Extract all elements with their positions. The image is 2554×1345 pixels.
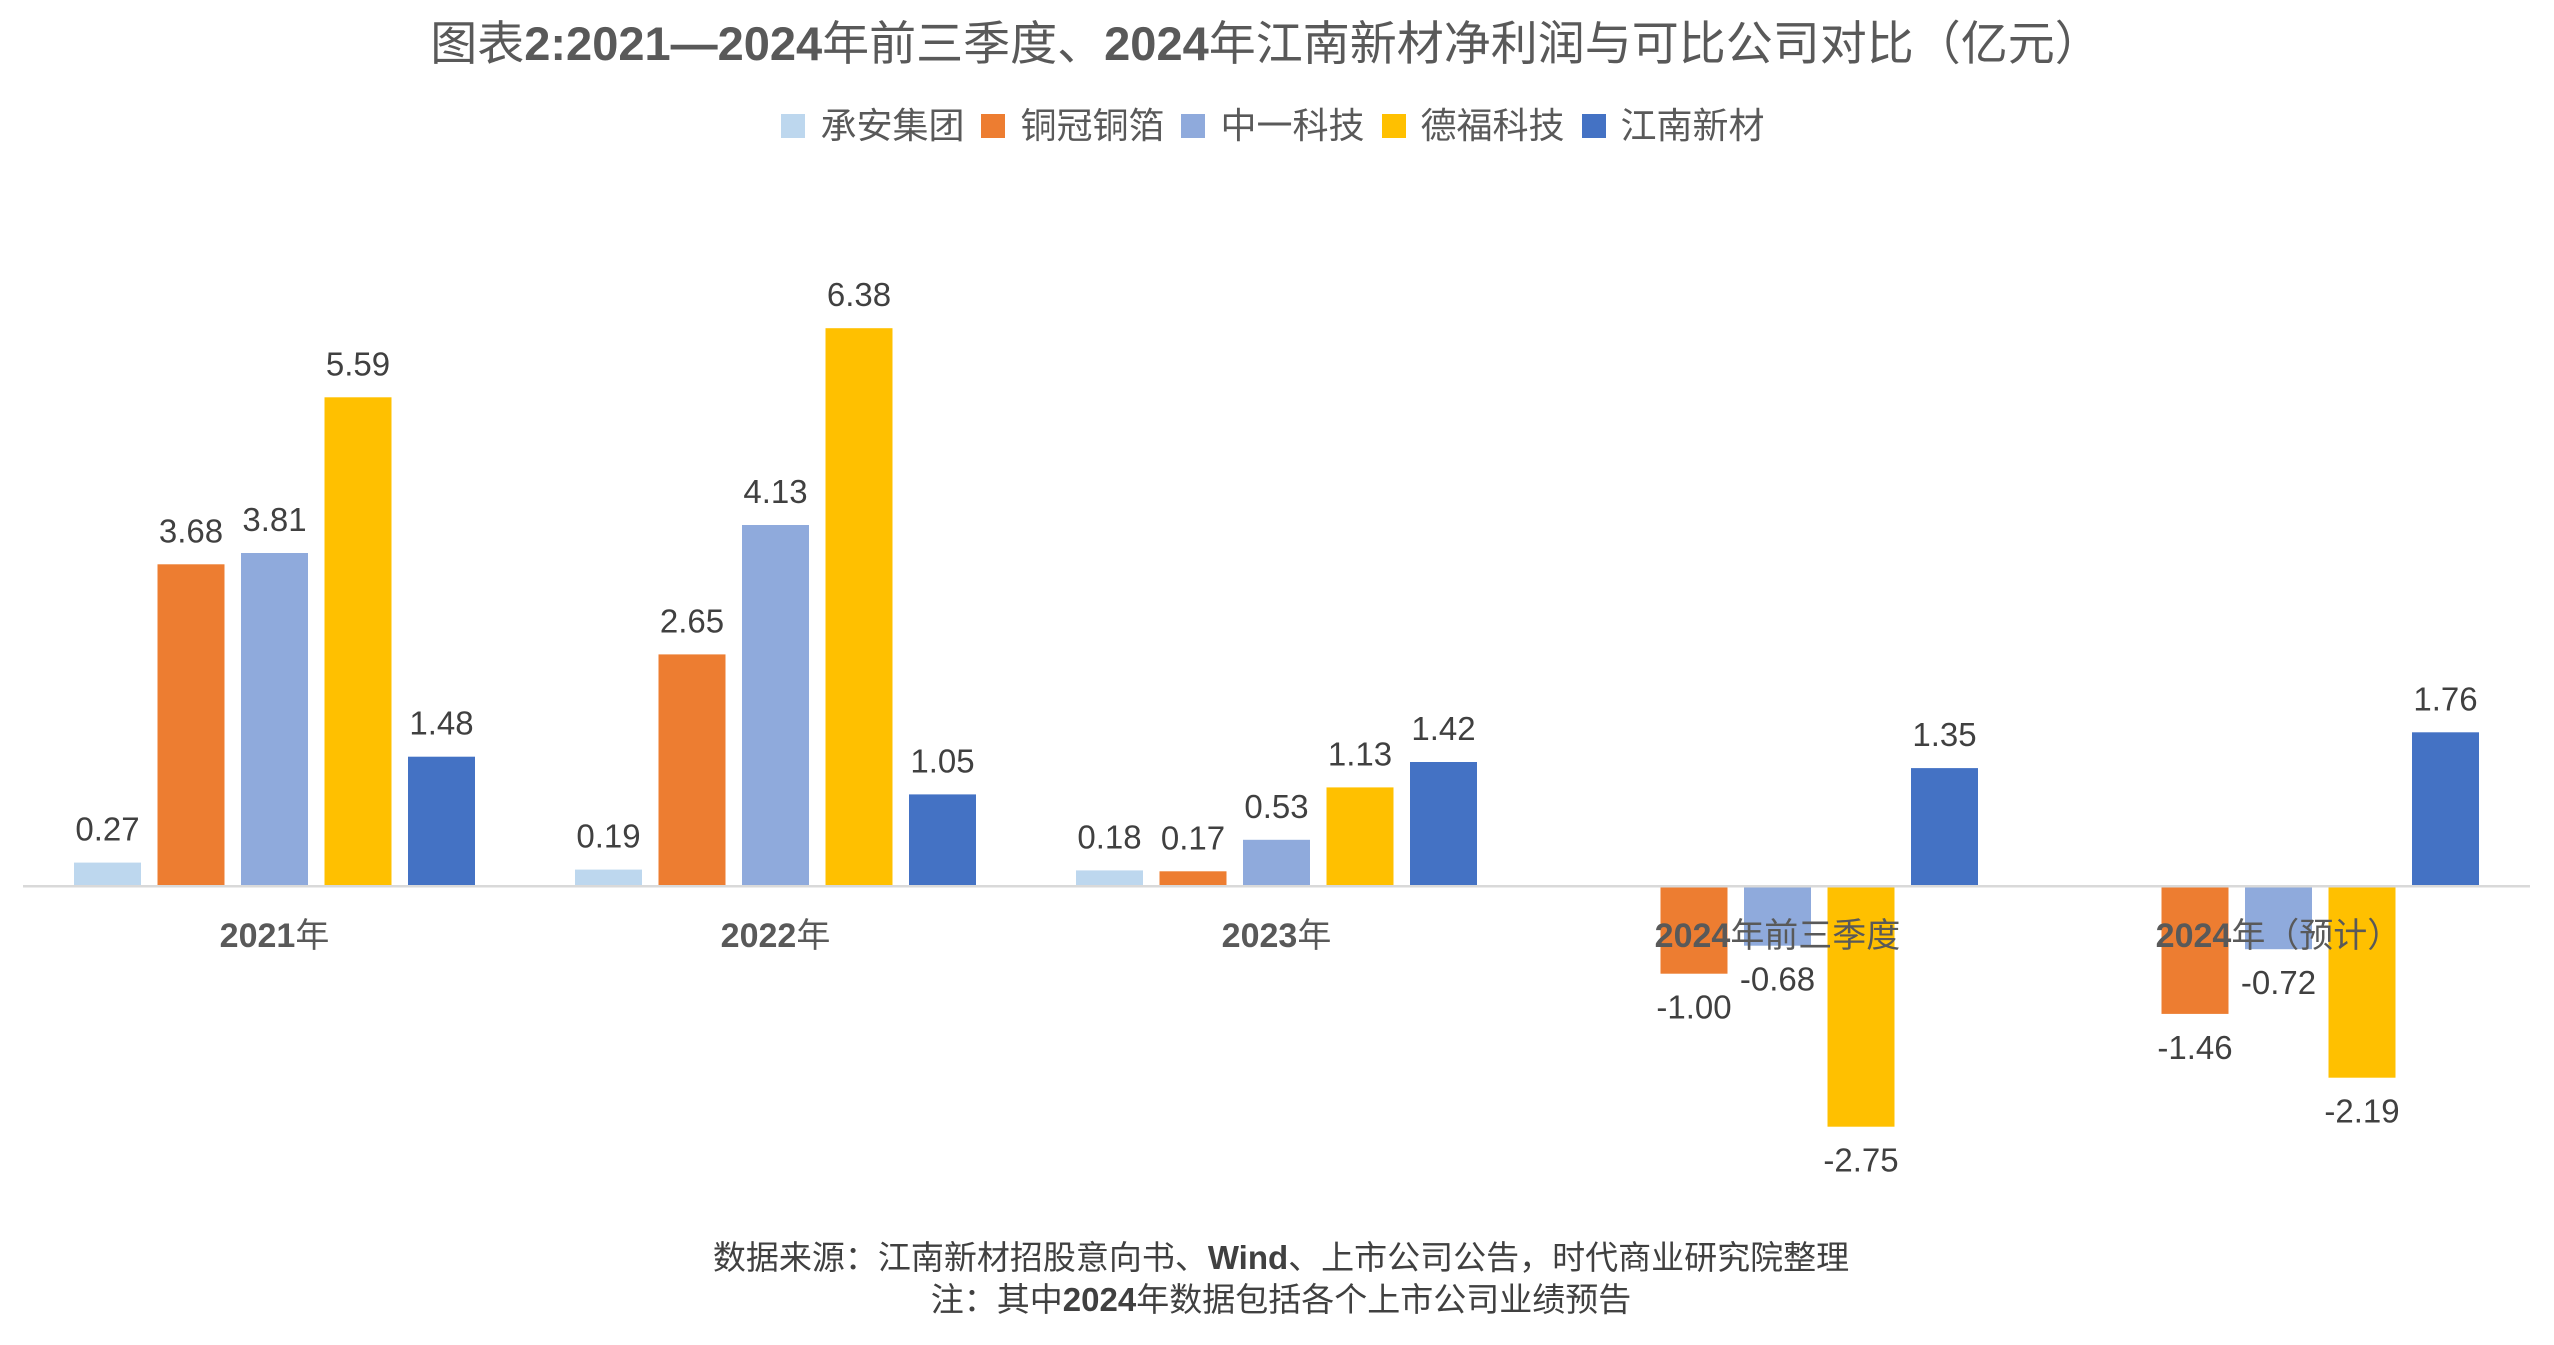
legend-swatch (1581, 114, 1606, 138)
text-run: Wind (1207, 1239, 1289, 1276)
data-label: -2.75 (1823, 1142, 1898, 1179)
data-labels-layer: 0.27 0.19 0.18 3.68 2.65 0.17 -1.00 -1.46 3.81 4.… (75, 276, 2477, 1178)
bar (2245, 886, 2312, 950)
legend-item: 德福科技 (1381, 106, 1565, 146)
bar (825, 328, 893, 887)
text-run: 年 (1297, 917, 1331, 955)
data-label: -0.68 (1740, 961, 1815, 998)
data-label: 1.76 (2413, 680, 2477, 717)
text-run: 2024 (1104, 17, 1209, 70)
bar (157, 564, 225, 887)
text-run: 年前三季度 (1730, 917, 1900, 955)
footnote: 注：其中2024年数据包括各个上市公司业绩预告 (4, 1279, 2554, 1321)
bar (1243, 839, 1310, 887)
bar (2328, 886, 2396, 1078)
data-label: 5.59 (326, 345, 390, 382)
bar (1326, 787, 1394, 887)
data-label: 0.27 (75, 811, 139, 848)
bar (742, 525, 809, 887)
category-label: 2023年 (1222, 917, 1332, 955)
data-label: -2.19 (2324, 1093, 2399, 1130)
category-label: 2021年 (220, 917, 330, 955)
bar (241, 553, 308, 887)
legend-label: 江南新材 (1620, 106, 1765, 146)
legend-swatch (781, 114, 806, 138)
bar (1744, 886, 1811, 946)
text-run: 年前三季度、 (822, 19, 1105, 71)
text-run: 2024 (2156, 917, 2232, 955)
text-run: 2022 (721, 917, 797, 955)
data-label: 0.19 (576, 818, 640, 855)
data-label: 1.05 (910, 742, 974, 779)
source-note: 数据来源：江南新材招股意向书、Wind、上市公司公告，时代商业研究院整理 (4, 1237, 2554, 1279)
legend-label: 铜冠铜箔 (1020, 106, 1165, 146)
bar (1076, 870, 1143, 887)
text-run: 年江南新材净利润与可比公司对比（亿元） (1208, 19, 2102, 71)
text-run: 2021 (220, 917, 296, 955)
legend-item: 江南新材 (1581, 106, 1765, 146)
data-label: 0.17 (1161, 819, 1225, 856)
text-run: 2024 (1062, 1281, 1137, 1318)
data-label: -1.00 (1656, 989, 1731, 1026)
bar (408, 756, 475, 887)
legend-label: 中一科技 (1220, 106, 1365, 146)
bar (1911, 768, 1978, 887)
text-run: 年（预计） (2231, 917, 2401, 955)
data-label: 4.13 (743, 473, 807, 510)
chart-title: 图表2:2021—2024年前三季度、2024年江南新材净利润与可比公司对比（亿… (0, 17, 2543, 72)
bar (575, 869, 642, 887)
data-label: 6.38 (827, 276, 891, 313)
text-run: 年数据包括各个上市公司业绩预告 (1136, 1283, 1632, 1319)
text-run: 图表 (430, 19, 525, 71)
text-run: 年 (295, 917, 329, 955)
legend-item: 承安集团 (781, 108, 964, 144)
legend-swatch (1381, 114, 1406, 138)
legend-swatch (1181, 114, 1206, 138)
legend-label: 德福科技 (1420, 106, 1565, 146)
bar (2412, 732, 2479, 887)
bar (1410, 762, 1477, 887)
bar (324, 397, 392, 887)
data-label: 2.65 (660, 602, 724, 639)
legend-item: 中一科技 (1181, 106, 1365, 146)
bar (1827, 886, 1895, 1127)
text-run: 2024 (1655, 917, 1731, 955)
text-run: 注：其中 (930, 1283, 1063, 1319)
data-label: -1.46 (2157, 1029, 2232, 1066)
category-labels-layer: 2021年 2022年 2023年 2024年前三季度 2024年（预计） (220, 917, 2402, 955)
legend-label: 承安集团 (820, 106, 965, 146)
data-label: -0.72 (2241, 964, 2316, 1001)
bar (1660, 886, 1728, 974)
bar (1159, 871, 1227, 887)
bar (909, 794, 976, 887)
category-label: 2024年（预计） (2156, 917, 2402, 955)
data-label: 3.81 (242, 501, 306, 538)
bars-layer (74, 328, 2479, 1127)
legend-item: 铜冠铜箔 (981, 108, 1164, 144)
text-run: 2:2021—2024 (524, 17, 823, 70)
legend-swatch (981, 114, 1006, 138)
data-label: 1.42 (1411, 710, 1475, 747)
category-label: 2022年 (721, 917, 831, 955)
data-label: 1.35 (1912, 716, 1976, 753)
category-label: 2024年前三季度 (1655, 917, 1901, 955)
bar (2161, 886, 2229, 1014)
text-run: 2023 (1222, 917, 1298, 955)
bar (658, 654, 726, 887)
text-run: 、上市公司公告，时代商业研究院整理 (1288, 1241, 1850, 1277)
legend: 承安集团 铜冠铜箔 中一科技 德福科技 江南新材 (0, 108, 2550, 144)
data-label: 1.13 (1328, 735, 1392, 772)
bar (74, 862, 141, 887)
text-run: 数据来源：江南新材招股意向书、 (712, 1241, 1208, 1277)
data-label: 1.48 (409, 705, 473, 742)
data-label: 3.68 (159, 512, 223, 549)
chart-footer: 数据来源：江南新材招股意向书、Wind、上市公司公告，时代商业研究院整理 注：其… (4, 1237, 2554, 1321)
data-label: 0.18 (1077, 818, 1141, 855)
text-run: 年 (796, 917, 830, 955)
data-label: 0.53 (1244, 788, 1308, 825)
